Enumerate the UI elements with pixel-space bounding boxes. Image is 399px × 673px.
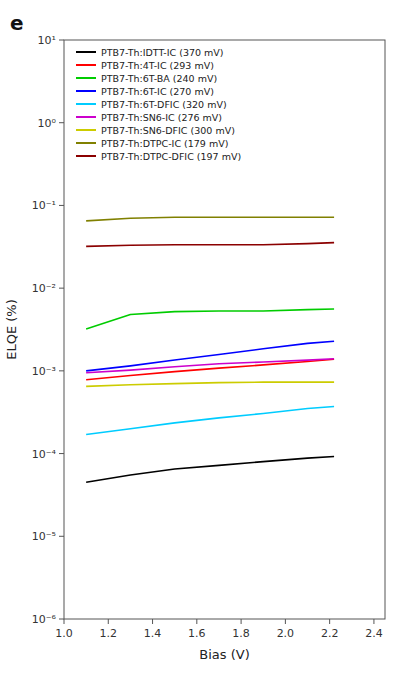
x-tick-label: 1.8	[232, 627, 250, 640]
plot-area	[86, 217, 334, 482]
y-tick-label: 10¹	[38, 34, 56, 47]
y-tick-label: 10⁻²	[32, 282, 56, 295]
y-tick-label: 10⁻³	[32, 365, 56, 378]
x-tick	[196, 619, 197, 624]
series-line	[86, 243, 334, 247]
legend-label: PTB7-Th:DTPC-DFIC (197 mV)	[101, 151, 241, 162]
x-tick	[152, 619, 153, 624]
legend-swatch	[76, 129, 96, 131]
legend-swatch	[76, 142, 96, 144]
y-tick	[59, 370, 64, 371]
y-tick-label: 10⁻⁶	[32, 613, 57, 626]
legend-label: PTB7-Th:4T-IC (293 mV)	[101, 60, 214, 71]
chart: 1.0 1.2 1.4 1.6 1.8 2.0 2.2 2.4 10⁻⁶ 10⁻⁵ 10⁻⁴ 10⁻³…	[0, 0, 399, 673]
legend-swatch	[76, 155, 96, 157]
series-line	[86, 382, 334, 386]
series-line	[86, 407, 334, 435]
y-tick	[59, 40, 64, 41]
y-tick-label: 10⁻¹	[32, 199, 56, 212]
legend-label: PTB7-Th:SN6-DFIC (300 mV)	[101, 125, 235, 136]
legend-swatch	[76, 116, 96, 118]
legend-label: PTB7-Th:6T-BA (240 mV)	[101, 73, 217, 84]
series-line	[86, 359, 334, 373]
x-tick	[108, 619, 109, 624]
series-line	[86, 359, 334, 379]
legend-swatch	[76, 77, 96, 79]
x-tick	[241, 619, 242, 624]
x-tick-label: 1.2	[100, 627, 118, 640]
legend-swatch	[76, 64, 96, 66]
x-tick	[285, 619, 286, 624]
legend-label: PTB7-Th:DTPC-IC (179 mV)	[101, 138, 228, 149]
y-tick	[59, 122, 64, 123]
legend-label: PTB7-Th:6T-DFIC (320 mV)	[101, 99, 227, 110]
series-line	[86, 217, 334, 221]
legend-swatch	[76, 103, 96, 105]
y-tick-label: 10⁻⁴	[32, 448, 57, 461]
legend-label: PTB7-Th:SN6-IC (276 mV)	[101, 112, 222, 123]
x-axis-label: Bias (V)	[199, 647, 249, 662]
x-tick	[64, 619, 65, 624]
series-line	[86, 309, 334, 329]
legend-label: PTB7-Th:6T-IC (270 mV)	[101, 86, 214, 97]
x-tick-label: 1.6	[188, 627, 206, 640]
panel-label: e	[10, 11, 24, 35]
legend-swatch	[76, 90, 96, 92]
y-tick	[59, 619, 64, 620]
series-line	[86, 457, 334, 483]
y-tick-label: 10⁰	[38, 117, 57, 130]
legend-label: PTB7-Th:IDTT-IC (370 mV)	[101, 47, 224, 58]
series-line	[86, 341, 334, 371]
y-axis-label: ELQE (%)	[4, 299, 19, 360]
y-tick	[59, 205, 64, 206]
y-tick-label: 10⁻⁵	[32, 530, 56, 543]
x-tick-label: 2.2	[321, 627, 339, 640]
legend-swatch	[76, 51, 96, 53]
y-tick	[59, 453, 64, 454]
legend: PTB7-Th:IDTT-IC (370 mV) PTB7-Th:4T-IC (2…	[76, 47, 241, 162]
x-tick-label: 1.4	[144, 627, 162, 640]
x-tick	[373, 619, 374, 624]
y-tick	[59, 288, 64, 289]
x-tick-label: 2.0	[277, 627, 295, 640]
x-tick-label: 1.0	[55, 627, 73, 640]
y-tick	[59, 536, 64, 537]
plot-frame	[64, 40, 385, 619]
x-tick-label: 2.4	[365, 627, 383, 640]
x-tick	[329, 619, 330, 624]
